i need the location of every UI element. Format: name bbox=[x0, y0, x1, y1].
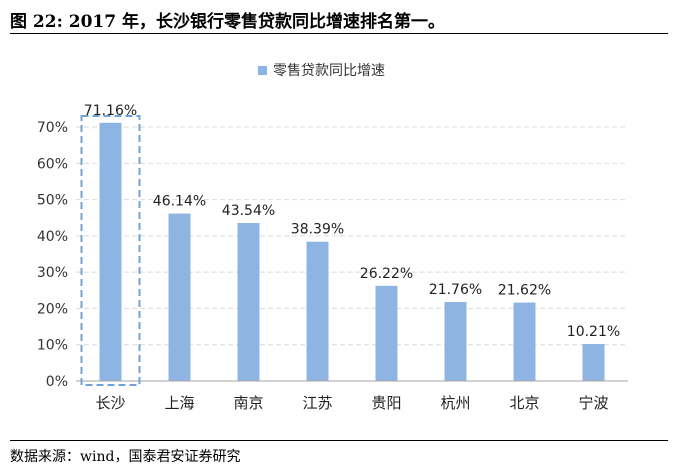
x-tick-label: 南京 bbox=[233, 394, 263, 412]
data-label: 21.76% bbox=[429, 282, 482, 298]
x-tick-label: 北京 bbox=[509, 394, 539, 412]
y-tick-label: 30% bbox=[37, 265, 68, 281]
bar bbox=[375, 285, 398, 381]
y-tick-label: 10% bbox=[37, 338, 68, 354]
legend: 零售贷款同比增速 bbox=[258, 63, 385, 79]
legend-label: 零售贷款同比增速 bbox=[273, 63, 385, 79]
title-rule bbox=[10, 33, 668, 34]
x-tick-label: 上海 bbox=[164, 394, 194, 412]
source-rule bbox=[10, 440, 668, 441]
x-tick-label: 宁波 bbox=[578, 394, 608, 412]
y-tick-label: 70% bbox=[37, 120, 68, 136]
legend-swatch bbox=[258, 66, 267, 75]
y-tick-label: 60% bbox=[37, 156, 68, 172]
y-tick-label: 50% bbox=[37, 193, 68, 209]
data-label: 43.54% bbox=[222, 203, 275, 219]
x-axis-tick-labels: 长沙 上海 南京 江苏 贵阳 杭州 北京 宁波 bbox=[95, 394, 608, 412]
data-label: 38.39% bbox=[291, 222, 344, 238]
x-tick-label: 杭州 bbox=[440, 394, 470, 412]
bar bbox=[237, 223, 260, 381]
data-label: 46.14% bbox=[153, 194, 206, 210]
data-label: 71.16% bbox=[84, 103, 137, 119]
data-labels: 71.16% 46.14% 43.54% 38.39% 26.22% 21.76% 21.6… bbox=[84, 103, 620, 340]
figure-title: 图 22: 2017 年，长沙银行零售贷款同比增速排名第一。 bbox=[10, 12, 446, 32]
bar bbox=[513, 302, 536, 381]
bar bbox=[444, 302, 467, 381]
bar bbox=[168, 213, 191, 381]
data-label: 10.21% bbox=[567, 324, 620, 340]
data-label: 26.22% bbox=[360, 266, 413, 282]
highlight-box bbox=[80, 115, 141, 386]
x-tick-label: 贵阳 bbox=[371, 394, 401, 412]
bar bbox=[99, 122, 122, 381]
gridlines bbox=[76, 126, 628, 346]
bars bbox=[99, 122, 605, 381]
y-axis-tick-labels: 0% 10% 20% 30% 40% 50% 60% 70% bbox=[37, 120, 68, 390]
y-tick-label: 0% bbox=[46, 374, 68, 390]
bar bbox=[306, 241, 329, 381]
data-source: 数据来源：wind，国泰君安证券研究 bbox=[10, 449, 241, 465]
y-tick-label: 20% bbox=[37, 301, 68, 317]
data-label: 21.62% bbox=[498, 283, 551, 299]
x-tick-label: 长沙 bbox=[95, 394, 125, 412]
bar bbox=[582, 343, 605, 381]
x-tick-label: 江苏 bbox=[302, 394, 332, 412]
y-tick-label: 40% bbox=[37, 229, 68, 245]
